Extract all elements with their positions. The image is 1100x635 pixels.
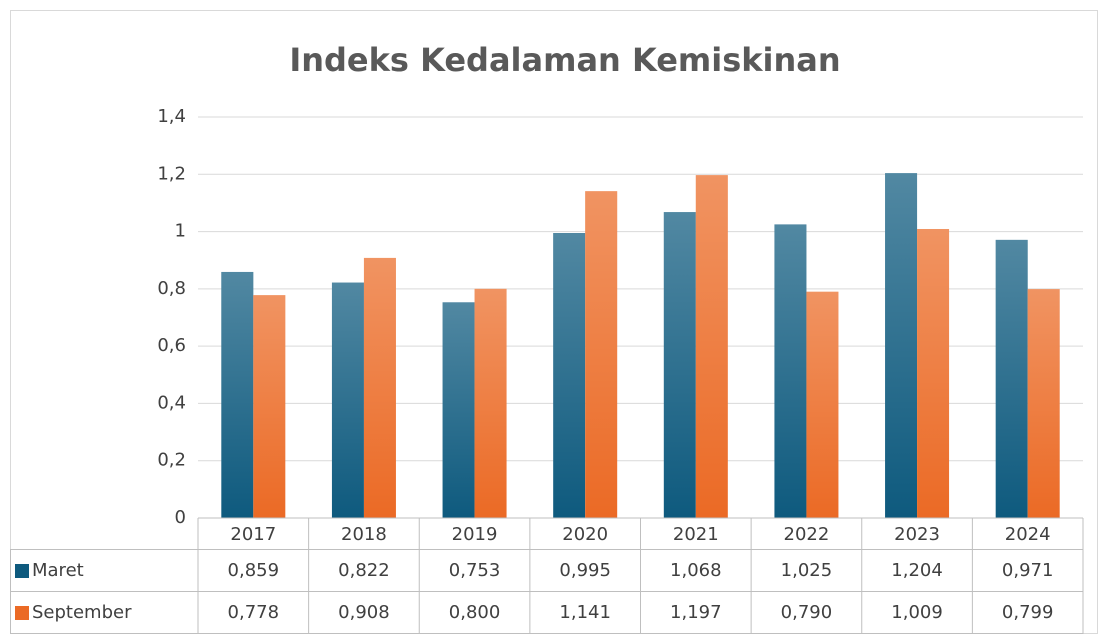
table-cell: 1,204 bbox=[891, 560, 943, 581]
y-tick-label: 0,6 bbox=[157, 335, 186, 356]
table-cell: 1,141 bbox=[559, 602, 611, 623]
bar-shine bbox=[442, 302, 475, 518]
x-tick-label: 2017 bbox=[230, 524, 276, 545]
x-tick-label: 2023 bbox=[894, 524, 940, 545]
bar-shine bbox=[917, 228, 950, 518]
table-cell: 1,068 bbox=[670, 560, 722, 581]
x-tick-label: 2019 bbox=[452, 524, 498, 545]
table-cell: 1,197 bbox=[670, 602, 722, 623]
bar-shine bbox=[253, 295, 286, 518]
x-tick-label: 2018 bbox=[341, 524, 387, 545]
table-cell: 0,799 bbox=[1002, 602, 1054, 623]
bar-shine bbox=[774, 224, 807, 519]
bar-shine bbox=[553, 233, 586, 518]
bar-shine bbox=[663, 212, 696, 518]
y-tick-label: 1 bbox=[175, 221, 186, 242]
bar-shine bbox=[806, 291, 839, 518]
legend-key bbox=[15, 564, 29, 578]
table-cell: 0,800 bbox=[449, 602, 501, 623]
x-tick-label: 2024 bbox=[1005, 524, 1051, 545]
legend-label: Maret bbox=[32, 560, 84, 581]
chart-title: Indeks Kedalaman Kemiskinan bbox=[289, 41, 840, 79]
bar-shine bbox=[221, 271, 254, 518]
x-tick-label: 2022 bbox=[784, 524, 830, 545]
bar-shine bbox=[363, 257, 396, 518]
y-tick-label: 0,4 bbox=[157, 392, 186, 413]
table-cell: 0,790 bbox=[781, 602, 833, 623]
y-tick-label: 1,2 bbox=[157, 163, 186, 184]
table-cell: 1,009 bbox=[891, 602, 943, 623]
bar-shine bbox=[695, 175, 728, 518]
bar-shine bbox=[1027, 289, 1060, 518]
bar-shine bbox=[885, 173, 918, 518]
table-cell: 0,859 bbox=[228, 560, 280, 581]
x-tick-label: 2021 bbox=[673, 524, 719, 545]
table-cell: 0,778 bbox=[228, 602, 280, 623]
bar-shine bbox=[474, 288, 507, 518]
bar-shine bbox=[331, 282, 364, 518]
table-cell: 1,025 bbox=[781, 560, 833, 581]
table-cell: 0,822 bbox=[338, 560, 390, 581]
table-cell: 0,908 bbox=[338, 602, 390, 623]
bar-shine bbox=[585, 191, 618, 518]
y-tick-label: 0,2 bbox=[157, 450, 186, 471]
y-tick-label: 0 bbox=[175, 507, 186, 528]
legend-key bbox=[15, 606, 29, 620]
table-cell: 0,995 bbox=[559, 560, 611, 581]
bar-shine bbox=[995, 239, 1028, 518]
x-tick-label: 2020 bbox=[562, 524, 608, 545]
y-tick-label: 1,4 bbox=[157, 106, 186, 127]
legend-label: September bbox=[32, 602, 132, 623]
table-cell: 0,971 bbox=[1002, 560, 1054, 581]
y-tick-label: 0,8 bbox=[157, 278, 186, 299]
table-cell: 0,753 bbox=[449, 560, 501, 581]
